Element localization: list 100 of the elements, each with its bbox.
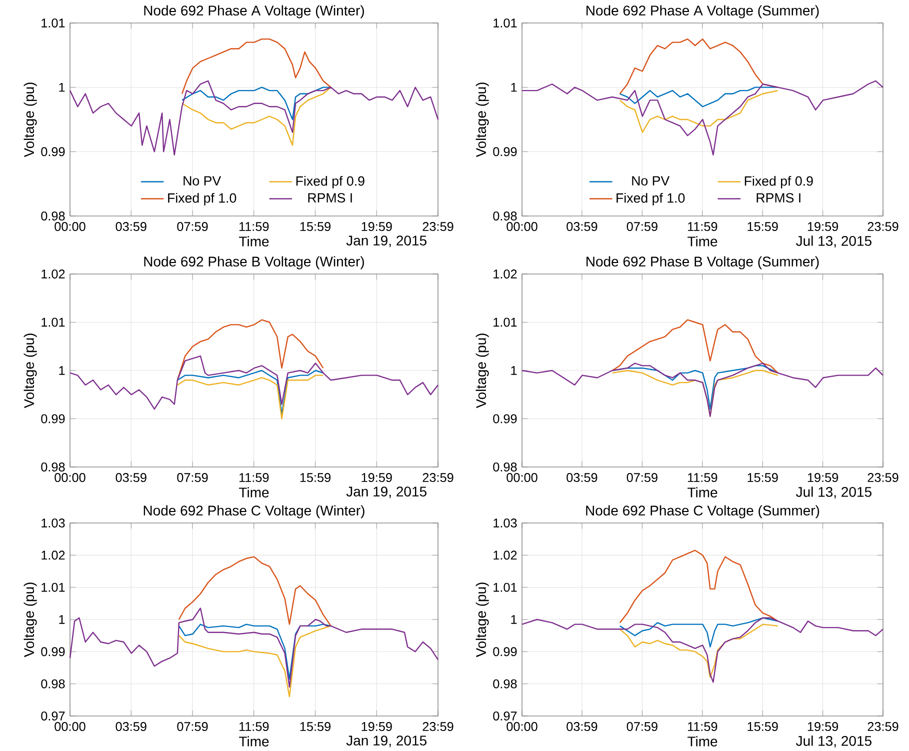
y-tick-label: 0.98 [41, 212, 65, 220]
x-tick-label: 11:59 [239, 473, 269, 482]
x-tick-label: 23:59 [422, 222, 454, 232]
y-tick-label: 0.97 [493, 712, 517, 720]
y-tick-label: 1 [59, 82, 65, 92]
x-tick-label: 19:59 [808, 473, 838, 482]
legend-label: Fixed pf 0.9 [296, 176, 364, 188]
y-tick-label: 0.99 [41, 147, 65, 156]
y-tick-label: 0.98 [493, 679, 517, 688]
legend-label: RPMS I [756, 193, 800, 203]
y-tick-label: 1 [511, 615, 517, 624]
x-axis-title: Time [688, 236, 718, 246]
text: Jul 13, 2015 [796, 236, 872, 248]
x-tick-label: 23:59 [422, 722, 454, 732]
x-tick-label: 15:59 [748, 222, 778, 232]
line-series [619, 550, 778, 624]
y-tick-label: 0.98 [493, 212, 517, 220]
x-tick-label: 03:59 [116, 473, 146, 482]
line-series [181, 38, 332, 94]
y-tick-label: 0.98 [493, 462, 517, 472]
x-axis-title: Time [239, 736, 269, 746]
y-tick-label: 1.02 [42, 270, 65, 278]
x-axis-title: Time [239, 236, 269, 246]
y-tick-label: 0.99 [493, 414, 517, 424]
text: Jul 13, 2015 [796, 486, 872, 499]
x-tick-label: 03:59 [116, 222, 146, 232]
chart-title: Node 692 Phase A Voltage (Winter) [144, 5, 364, 18]
x-tick-label: 03:59 [566, 473, 598, 482]
y-tick-label: 1.03 [494, 518, 517, 528]
line-series [69, 355, 439, 410]
y-tick-label: 1 [59, 615, 65, 624]
chart-title: Node 692 Phase B Voltage (Summer) [586, 256, 819, 270]
x-tick-label: 19:59 [362, 222, 392, 232]
y-tick-label: 1.01 [494, 18, 517, 28]
x-tick-label: 11:59 [239, 722, 269, 732]
line-series [178, 625, 332, 698]
x-tick-label: 19:59 [808, 722, 838, 732]
line-series [612, 319, 778, 374]
y-tick-label: 0.99 [41, 647, 65, 656]
chart-title: Node 692 Phase C Voltage (Winter) [144, 505, 364, 518]
x-tick-label: 07:59 [626, 473, 658, 482]
x-tick-label: 19:59 [808, 222, 838, 232]
y-axis-title: Voltage (pu) [476, 82, 489, 158]
y-tick-label: 1 [59, 366, 65, 375]
legend-label: No PV [184, 176, 222, 186]
x-tick-label: 11:59 [239, 222, 269, 232]
x-tick-label: 00:00 [506, 722, 538, 732]
x-tick-label: 11:59 [688, 722, 718, 732]
x-tick-label: 00:00 [506, 473, 538, 482]
x-tick-label: 23:59 [422, 473, 454, 482]
line-series [181, 86, 332, 146]
line-series [178, 624, 332, 680]
line-series [69, 80, 439, 156]
y-tick-label: 0.97 [41, 712, 65, 720]
x-axis-title: Time [239, 487, 269, 498]
line-series [619, 90, 778, 133]
text: Jan 19, 2015 [346, 236, 426, 248]
x-tick-label: 23:59 [868, 722, 898, 732]
y-tick-label: 1 [511, 366, 517, 375]
y-tick-label: 0.99 [41, 414, 65, 424]
y-tick-label: 1.02 [494, 550, 517, 560]
x-tick-label: 03:59 [116, 722, 146, 732]
y-axis-title: Voltage (pu) [24, 582, 37, 658]
x-tick-label: 00:00 [506, 222, 538, 232]
y-tick-label: 1.01 [494, 582, 517, 592]
y-tick-label: 1.01 [42, 582, 65, 592]
x-tick-label: 07:59 [177, 722, 208, 732]
x-axis-title: Time [688, 487, 718, 498]
legend-label: Fixed pf 1.0 [168, 192, 236, 206]
x-tick-label: 07:59 [177, 222, 208, 232]
x-tick-label: 07:59 [626, 222, 658, 232]
line-series [178, 556, 332, 627]
x-tick-label: 00:00 [54, 473, 86, 482]
x-tick-label: 15:59 [748, 473, 778, 482]
y-axis-title: Voltage (pu) [24, 334, 37, 408]
x-tick-label: 00:00 [54, 722, 86, 732]
y-tick-label: 1.02 [42, 550, 65, 560]
y-tick-label: 1.03 [42, 518, 65, 528]
y-axis-title: Voltage (pu) [476, 334, 489, 408]
y-tick-label: 1.01 [494, 318, 517, 327]
x-tick-label: 19:59 [362, 722, 392, 732]
y-tick-label: 1 [511, 82, 517, 92]
x-tick-label: 15:59 [748, 722, 778, 732]
y-tick-label: 0.98 [41, 679, 65, 688]
y-tick-label: 1.02 [494, 270, 517, 278]
x-tick-label: 07:59 [626, 722, 658, 732]
y-tick-label: 1.01 [42, 18, 65, 28]
x-tick-label: 23:59 [868, 222, 898, 232]
x-tick-label: 11:59 [688, 222, 718, 232]
legend-label: RPMS I [308, 193, 352, 203]
x-tick-label: 03:59 [566, 222, 598, 232]
x-tick-label: 11:59 [688, 473, 718, 482]
y-tick-label: 0.99 [493, 147, 517, 156]
chart-title: Node 692 Phase A Voltage (Summer) [586, 5, 819, 18]
y-tick-label: 0.99 [493, 647, 517, 656]
chart-title: Node 692 Phase B Voltage (Winter) [144, 256, 364, 270]
x-tick-label: 23:59 [868, 473, 898, 482]
x-tick-label: 15:59 [300, 473, 330, 482]
x-tick-label: 07:59 [177, 473, 208, 482]
x-tick-label: 19:59 [362, 473, 392, 482]
